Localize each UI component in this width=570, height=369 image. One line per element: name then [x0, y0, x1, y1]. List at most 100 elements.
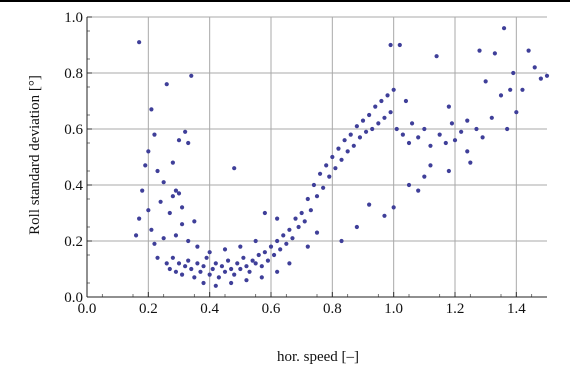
scatter-point	[520, 88, 524, 92]
scatter-point	[508, 88, 512, 92]
scatter-point	[367, 113, 371, 117]
scatter-point	[465, 119, 469, 123]
scatter-point	[382, 214, 386, 218]
scatter-point	[275, 239, 279, 243]
scatter-point	[361, 119, 365, 123]
scatter-point	[214, 284, 218, 288]
y-tick-label: 0.4	[64, 178, 83, 194]
scatter-point	[404, 99, 408, 103]
scatter-point	[398, 43, 402, 47]
scatter-point	[137, 217, 141, 221]
x-tick-label: 1.4	[507, 301, 526, 317]
scatter-point	[312, 183, 316, 187]
y-tick-label: 0.8	[64, 66, 83, 82]
scatter-point	[315, 194, 319, 198]
scatter-point	[238, 245, 242, 249]
scatter-point	[275, 270, 279, 274]
scatter-point	[474, 127, 478, 131]
scatter-point	[465, 149, 469, 153]
scatter-point	[266, 259, 270, 263]
scatter-point	[324, 163, 328, 167]
scatter-point	[137, 40, 141, 44]
scatter-point	[254, 239, 258, 243]
scatter-point	[254, 261, 258, 265]
scatter-point	[226, 259, 230, 263]
scatter-point	[177, 191, 181, 195]
scatter-point	[349, 133, 353, 137]
scatter-point	[257, 253, 261, 257]
scatter-point	[355, 124, 359, 128]
scatter-point	[392, 205, 396, 209]
scatter-point	[183, 264, 187, 268]
scatter-point	[192, 219, 196, 223]
scatter-point	[410, 121, 414, 125]
scatter-point	[155, 169, 159, 173]
scatter-point	[155, 256, 159, 260]
scatter-point	[376, 121, 380, 125]
data-points	[134, 26, 549, 288]
scatter-point	[287, 261, 291, 265]
scatter-point	[343, 138, 347, 142]
scatter-point	[149, 107, 153, 111]
x-tick-label: 0.6	[262, 301, 281, 317]
scatter-point	[382, 116, 386, 120]
scatter-point	[287, 228, 291, 232]
scatter-point	[459, 130, 463, 134]
scatter-point	[416, 135, 420, 139]
scatter-point	[208, 273, 212, 277]
x-tick-label: 0.8	[323, 301, 342, 317]
y-axis-label: Roll standard deviation [°]	[27, 75, 43, 235]
scatter-point	[502, 26, 506, 30]
scatter-point	[232, 166, 236, 170]
scatter-point	[493, 51, 497, 55]
y-tick-label: 0.6	[64, 122, 83, 138]
scatter-point	[229, 267, 233, 271]
scatter-point	[134, 233, 138, 237]
scatter-point	[235, 261, 239, 265]
scatter-point	[238, 267, 242, 271]
scatter-point	[189, 267, 193, 271]
tick-labels: 0.0 0.2 0.4 0.6 0.8 1.0 1.2 1.40.00.20.40.60.81…	[64, 10, 526, 317]
scatter-point	[146, 208, 150, 212]
scatter-point	[355, 225, 359, 229]
scatter-point	[370, 127, 374, 131]
scatter-point	[152, 133, 156, 137]
scatter-point	[290, 236, 294, 240]
scatter-point	[477, 49, 481, 53]
scatter-point	[385, 93, 389, 97]
scatter-point	[208, 250, 212, 254]
scatter-point	[499, 93, 503, 97]
scatter-point	[395, 127, 399, 131]
scatter-point	[149, 228, 153, 232]
scatter-point	[336, 147, 340, 151]
scatter-point	[168, 267, 172, 271]
scatter-point	[318, 172, 322, 176]
x-axis-label: hor. speed [–]	[277, 349, 359, 365]
scatter-point	[180, 273, 184, 277]
scatter-point	[339, 239, 343, 243]
scatter-point	[297, 225, 301, 229]
scatter-point	[177, 261, 181, 265]
scatter-point	[527, 49, 531, 53]
scatter-point	[168, 211, 172, 215]
scatter-point	[303, 219, 307, 223]
scatter-point	[505, 127, 509, 131]
scatter-point	[260, 275, 264, 279]
scatter-point	[180, 205, 184, 209]
scatter-point	[484, 79, 488, 83]
scatter-point	[428, 144, 432, 148]
scatter-point	[339, 158, 343, 162]
scatter-point	[171, 161, 175, 165]
scatter-point	[205, 256, 209, 260]
scatter-point	[152, 242, 156, 246]
scatter-point	[162, 236, 166, 240]
scatter-point	[165, 82, 169, 86]
scatter-point	[306, 197, 310, 201]
scatter-point	[407, 141, 411, 145]
scatter-point	[447, 105, 451, 109]
scatter-point	[186, 239, 190, 243]
scatter-point	[171, 256, 175, 260]
scatter-point	[379, 99, 383, 103]
scatter-point	[364, 130, 368, 134]
scatter-point	[373, 105, 377, 109]
